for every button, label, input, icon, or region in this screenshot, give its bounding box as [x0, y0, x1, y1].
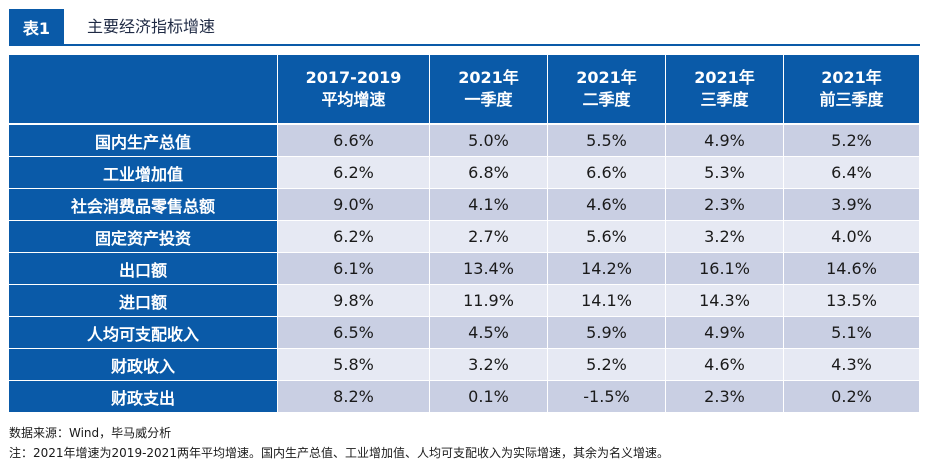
table-cell: 4.5% — [429, 317, 547, 349]
table-cell: 8.2% — [277, 381, 429, 413]
table-cell: 6.8% — [429, 157, 547, 189]
table-cell: 13.5% — [783, 285, 919, 317]
table-cell: 6.2% — [277, 157, 429, 189]
table-cell: 13.4% — [429, 253, 547, 285]
table-cell: 4.0% — [783, 221, 919, 253]
footnote: 注：2021年增速为2019-2021两年平均增速。国内生产总值、工业增加值、人… — [9, 446, 669, 460]
table-cell: 11.9% — [429, 285, 547, 317]
table-cell: 6.4% — [783, 157, 919, 189]
table-cell: 6.6% — [547, 157, 665, 189]
table-cell: 5.5% — [547, 125, 665, 157]
table-row: 国内生产总值 6.6% 5.0% 5.5% 4.9% 5.2% — [9, 125, 919, 157]
table-cell: 5.6% — [547, 221, 665, 253]
table-row: 出口额 6.1% 13.4% 14.2% 16.1% 14.6% — [9, 253, 919, 285]
table-notes: 数据来源：Wind，毕马威分析 注：2021年增速为2019-2021两年平均增… — [9, 423, 669, 463]
table-row: 社会消费品零售总额 9.0% 4.1% 4.6% 2.3% 3.9% — [9, 189, 919, 221]
row-label: 出口额 — [9, 253, 277, 285]
header-row: 2017-2019 平均增速 2021年 一季度 2021年 二季度 2021年… — [9, 55, 919, 125]
table-cell: 16.1% — [665, 253, 783, 285]
table-cell: 6.2% — [277, 221, 429, 253]
table-cell: 5.8% — [277, 349, 429, 381]
table-cell: 5.2% — [783, 125, 919, 157]
row-label: 工业增加值 — [9, 157, 277, 189]
table-row: 进口额 9.8% 11.9% 14.1% 14.3% 13.5% — [9, 285, 919, 317]
header-line1: 2021年 — [694, 68, 755, 87]
table-row: 财政收入 5.8% 3.2% 5.2% 4.6% 4.3% — [9, 349, 919, 381]
table-cell: 0.1% — [429, 381, 547, 413]
table-cell: 4.6% — [665, 349, 783, 381]
header-line2: 前三季度 — [819, 90, 884, 109]
row-label: 固定资产投资 — [9, 221, 277, 253]
table-title: 主要经济指标增速 — [87, 17, 216, 36]
header-line1: 2017-2019 — [305, 68, 402, 87]
header-line1: 2021年 — [458, 68, 519, 87]
table-cell: 3.2% — [665, 221, 783, 253]
table-cell: 4.3% — [783, 349, 919, 381]
header-cell-2017-2019: 2017-2019 平均增速 — [277, 55, 429, 125]
title-underline — [9, 44, 920, 46]
table-cell: 9.0% — [277, 189, 429, 221]
table-cell: 14.6% — [783, 253, 919, 285]
table-cell: 5.9% — [547, 317, 665, 349]
table-row: 固定资产投资 6.2% 2.7% 5.6% 3.2% 4.0% — [9, 221, 919, 253]
table-cell: 3.2% — [429, 349, 547, 381]
table-cell: 14.2% — [547, 253, 665, 285]
header-cell-blank — [9, 55, 277, 125]
row-label: 财政收入 — [9, 349, 277, 381]
header-cell-q2: 2021年 二季度 — [547, 55, 665, 125]
header-line1: 2021年 — [821, 68, 882, 87]
table-cell: -1.5% — [547, 381, 665, 413]
header-line2: 一季度 — [464, 90, 513, 109]
row-label: 国内生产总值 — [9, 125, 277, 157]
row-label: 人均可支配收入 — [9, 317, 277, 349]
header-line2: 平均增速 — [321, 90, 386, 109]
data-source: 数据来源：Wind，毕马威分析 — [9, 426, 172, 440]
table-title-bar: 表1 主要经济指标增速 — [9, 9, 920, 46]
table-cell: 6.1% — [277, 253, 429, 285]
table-cell: 2.7% — [429, 221, 547, 253]
table-cell: 4.6% — [547, 189, 665, 221]
table-row: 人均可支配收入 6.5% 4.5% 5.9% 4.9% 5.1% — [9, 317, 919, 349]
table-cell: 4.9% — [665, 125, 783, 157]
header-cell-q3: 2021年 三季度 — [665, 55, 783, 125]
table-cell: 9.8% — [277, 285, 429, 317]
header-line2: 三季度 — [700, 90, 749, 109]
table-row: 财政支出 8.2% 0.1% -1.5% 2.3% 0.2% — [9, 381, 919, 413]
table-cell: 5.3% — [665, 157, 783, 189]
economic-indicators-table: 2017-2019 平均增速 2021年 一季度 2021年 二季度 2021年… — [9, 55, 919, 413]
header-line1: 2021年 — [576, 68, 637, 87]
table-cell: 5.1% — [783, 317, 919, 349]
table-cell: 4.9% — [665, 317, 783, 349]
table-cell: 0.2% — [783, 381, 919, 413]
row-label: 进口额 — [9, 285, 277, 317]
row-label: 财政支出 — [9, 381, 277, 413]
header-line2: 二季度 — [582, 90, 631, 109]
table-row: 工业增加值 6.2% 6.8% 6.6% 5.3% 6.4% — [9, 157, 919, 189]
table-cell: 6.6% — [277, 125, 429, 157]
table-cell: 3.9% — [783, 189, 919, 221]
row-label: 社会消费品零售总额 — [9, 189, 277, 221]
header-cell-q1: 2021年 一季度 — [429, 55, 547, 125]
header-cell-ytd: 2021年 前三季度 — [783, 55, 919, 125]
table-cell: 4.1% — [429, 189, 547, 221]
table-cell: 5.2% — [547, 349, 665, 381]
table-cell: 2.3% — [665, 189, 783, 221]
table-cell: 2.3% — [665, 381, 783, 413]
table-cell: 14.3% — [665, 285, 783, 317]
table-cell: 5.0% — [429, 125, 547, 157]
table-cell: 6.5% — [277, 317, 429, 349]
table-cell: 14.1% — [547, 285, 665, 317]
table-number-badge: 表1 — [9, 9, 64, 45]
